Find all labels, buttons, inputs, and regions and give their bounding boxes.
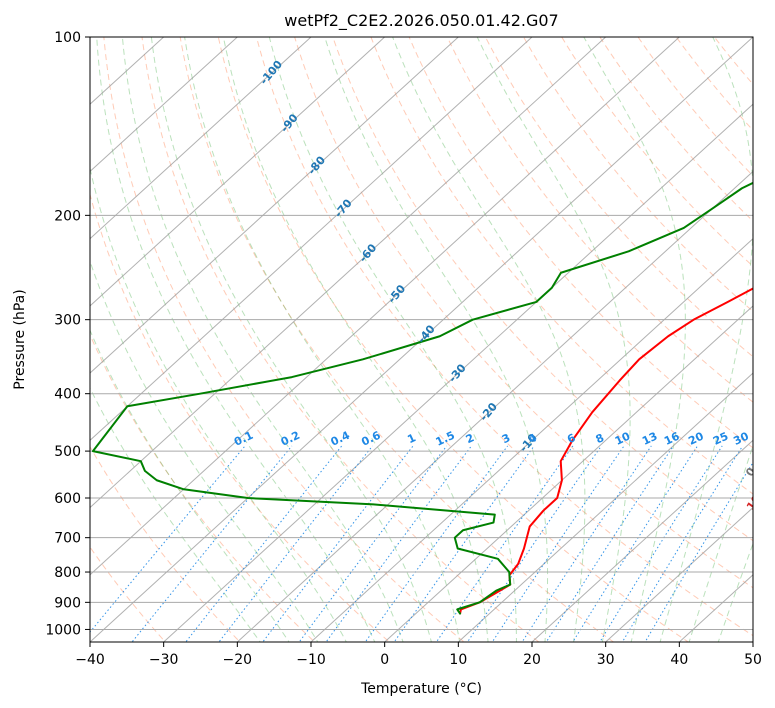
dewpoint-profile (91, 181, 753, 615)
mixing-ratio-line (466, 445, 602, 642)
y-tick-label: 800 (54, 565, 81, 581)
dry-adiabat-line (446, 37, 753, 403)
moist-adiabat-line (392, 37, 586, 642)
x-tick-label: 40 (670, 652, 688, 668)
x-tick-label: 20 (523, 652, 541, 668)
moist-adiabat-line (324, 37, 549, 642)
dry-adiabat-line (561, 37, 753, 267)
x-axis-label: Temperature (°C) (360, 681, 482, 697)
isotherm-line (90, 37, 607, 509)
dry-adiabat-line (484, 37, 753, 358)
mixing-ratio-lines (90, 445, 753, 642)
x-tick-label: −40 (75, 652, 105, 668)
dry-adiabat-line (599, 37, 753, 222)
isotherm-line (162, 103, 753, 642)
mixing-ratio-line (621, 445, 744, 642)
moist-adiabat-label: 0 (743, 465, 758, 479)
isotherm-line (90, 37, 753, 642)
dry-adiabat-line (332, 37, 753, 542)
mixing-ratio-line (325, 445, 472, 642)
mixing-ratio-label: 25 (711, 430, 730, 448)
mixing-ratio-line (572, 445, 698, 642)
x-tick-label: 50 (744, 652, 762, 668)
isotherm-line (383, 305, 753, 642)
moist-adiabat-line (268, 37, 517, 642)
isotherm-line (90, 37, 681, 576)
mixing-ratio-line (393, 445, 535, 642)
isotherm-line (90, 37, 533, 442)
mixing-ratio-line (131, 445, 293, 642)
dry-adiabat-line (90, 546, 166, 642)
mixing-ratio-line (185, 445, 343, 642)
isobars (90, 37, 753, 630)
x-axis: −40 −30 −20 −10 0 10 20 30 40 50 (75, 642, 762, 668)
isotherm-line (457, 372, 753, 642)
y-axis-label: Pressure (hPa) (12, 289, 28, 389)
sounding-profiles (91, 181, 753, 615)
dry-adiabat-line (90, 192, 391, 642)
isotherm-line (90, 37, 312, 240)
dry-adiabat-line (255, 37, 753, 637)
y-tick-label: 200 (54, 208, 81, 224)
plot-area: -100-90-80-70-60-50-40-30-20-100.1 0.2 0.4… (90, 37, 775, 642)
dry-adiabat-line (179, 37, 615, 642)
y-tick-label: 600 (54, 491, 81, 507)
y-tick-label: 300 (54, 313, 81, 329)
mixing-ratio-line (521, 445, 652, 642)
mixing-ratio-line (644, 461, 753, 642)
moist-adiabat-line (717, 542, 753, 642)
x-tick-label: −10 (296, 652, 326, 668)
x-tick-label: −30 (149, 652, 179, 668)
isotherm-line (90, 37, 239, 173)
moist-adiabat-line (476, 37, 631, 642)
moist-adiabat-label: 20 (754, 521, 774, 541)
mixing-ratio-label: 30 (731, 429, 751, 447)
dry-adiabat-line (141, 37, 540, 642)
y-tick-label: 900 (54, 595, 81, 611)
isotherm-line (90, 37, 386, 307)
y-axis: 100 200 300 400 500 600 700 800 900 1000 (45, 30, 90, 638)
x-tick-label: −20 (223, 652, 253, 668)
moist-adiabat-label: 40 (772, 585, 775, 605)
temperature-profile (459, 287, 753, 615)
dry-adiabat-line (294, 37, 753, 589)
mixing-ratio-line (491, 445, 625, 642)
dry-adiabats (90, 37, 753, 642)
dry-adiabat-line (370, 37, 753, 495)
y-tick-label: 100 (54, 30, 81, 46)
chart-title: wetPf2_C2E2.2026.050.01.42.G07 (284, 11, 558, 31)
mixing-ratio-line (90, 445, 246, 633)
x-tick-label: 0 (380, 652, 389, 668)
mixing-ratio-label: 20 (686, 429, 706, 447)
y-tick-label: 400 (54, 387, 81, 403)
isotherm-line (310, 237, 753, 642)
y-tick-label: 500 (54, 444, 81, 460)
isotherm-line (604, 506, 753, 642)
moist-adiabat-line (121, 37, 404, 642)
mixing-ratio-label: 36 (752, 429, 772, 447)
moist-adiabat-label: 30 (761, 554, 775, 574)
moist-adiabat-label: 10 (744, 493, 764, 513)
y-tick-label: 700 (54, 531, 81, 547)
dry-adiabat-line (217, 37, 690, 642)
mixing-ratio-line (298, 445, 448, 642)
mixing-ratio-line (599, 445, 723, 642)
mixing-ratio-label: 10 (613, 429, 633, 447)
isotherm-line (236, 170, 753, 642)
mixing-ratio-line (545, 445, 674, 642)
x-tick-label: 30 (597, 652, 615, 668)
isotherm-line (90, 37, 460, 374)
skewed-isotherms (90, 37, 753, 642)
y-tick-label: 1000 (45, 622, 81, 638)
plot-frame (89, 36, 754, 643)
x-tick-label: 10 (449, 652, 467, 668)
mixing-ratio-label: 13 (640, 430, 659, 448)
mixing-ratio-label: 16 (662, 429, 682, 447)
isotherm-line (531, 439, 753, 642)
dry-adiabat-line (103, 37, 465, 642)
